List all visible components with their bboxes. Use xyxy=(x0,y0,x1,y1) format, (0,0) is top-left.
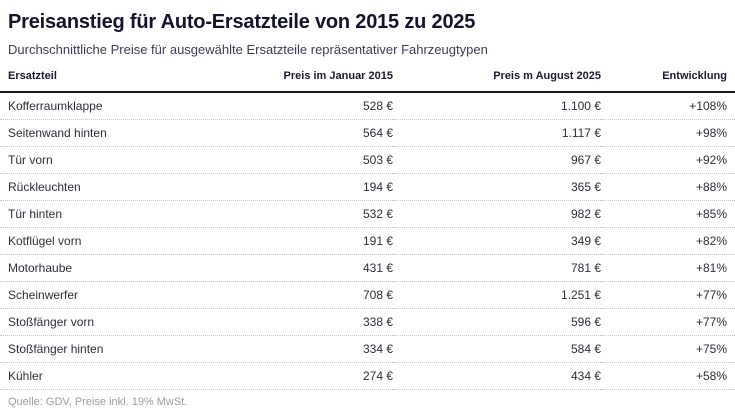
part-name-cell: Kofferraumklappe xyxy=(0,92,280,120)
column-header-ersatzteil: Ersatzteil xyxy=(0,66,280,93)
change-cell: +75% xyxy=(601,335,735,363)
table-row: Kühler 274 €434 € +58% xyxy=(0,362,735,390)
price-2015-cell: 334 € xyxy=(280,335,393,363)
price-2025-cell: 584 € xyxy=(393,335,601,363)
parts-price-table: Ersatzteil Preis im Januar 2015 Preis m … xyxy=(0,66,735,390)
price-2025-cell: 1.117 € xyxy=(393,119,601,147)
table-header-row: Ersatzteil Preis im Januar 2015 Preis m … xyxy=(0,66,735,93)
change-cell: +77% xyxy=(601,308,735,336)
price-2015-cell: 191 € xyxy=(280,227,393,255)
column-header-preis-2025: Preis m August 2025 xyxy=(393,66,601,93)
price-2025-cell: 349 € xyxy=(393,227,601,255)
part-name-cell: Motorhaube xyxy=(0,254,280,282)
change-cell: +92% xyxy=(601,146,735,174)
price-2025-cell: 982 € xyxy=(393,200,601,228)
price-2015-cell: 338 € xyxy=(280,308,393,336)
price-2015-cell: 194 € xyxy=(280,173,393,201)
price-2025-cell: 596 € xyxy=(393,308,601,336)
price-2015-cell: 564 € xyxy=(280,119,393,147)
part-name-cell: Kotflügel vorn xyxy=(0,227,280,255)
price-2025-cell: 1.251 € xyxy=(393,281,601,309)
table-row: Tür hinten 532 €982 € +85% xyxy=(0,200,735,228)
source-note: Quelle: GDV, Preise inkl. 19% MwSt. xyxy=(8,396,188,408)
part-name-cell: Tür vorn xyxy=(0,146,280,174)
table-row: Kofferraumklappe 528 €1.100 € +108% xyxy=(0,92,735,120)
price-2025-cell: 365 € xyxy=(393,173,601,201)
change-cell: +77% xyxy=(601,281,735,309)
price-2025-cell: 967 € xyxy=(393,146,601,174)
table-row: Rückleuchten 194 €365 € +88% xyxy=(0,173,735,201)
table-body: Kofferraumklappe 528 €1.100 € +108% Seitenw… xyxy=(0,92,735,390)
table-row: Tür vorn 503 €967 € +92% xyxy=(0,146,735,174)
change-cell: +81% xyxy=(601,254,735,282)
part-name-cell: Stoßfänger vorn xyxy=(0,308,280,336)
change-cell: +85% xyxy=(601,200,735,228)
part-name-cell: Tür hinten xyxy=(0,200,280,228)
price-2015-cell: 503 € xyxy=(280,146,393,174)
change-cell: +82% xyxy=(601,227,735,255)
table-row: Scheinwerfer 708 €1.251 € +77% xyxy=(0,281,735,309)
table-row: Stoßfänger vorn 338 €596 € +77% xyxy=(0,308,735,336)
table-row: Seitenwand hinten 564 €1.117 € +98% xyxy=(0,119,735,147)
price-2015-cell: 528 € xyxy=(280,92,393,120)
table-row: Kotflügel vorn 191 €349 € +82% xyxy=(0,227,735,255)
table-row: Motorhaube 431 €781 € +81% xyxy=(0,254,735,282)
part-name-cell: Rückleuchten xyxy=(0,173,280,201)
change-cell: +108% xyxy=(601,92,735,120)
price-2025-cell: 434 € xyxy=(393,362,601,390)
part-name-cell: Stoßfänger hinten xyxy=(0,335,280,363)
table-row: Stoßfänger hinten 334 €584 € +75% xyxy=(0,335,735,363)
price-2015-cell: 431 € xyxy=(280,254,393,282)
change-cell: +88% xyxy=(601,173,735,201)
part-name-cell: Scheinwerfer xyxy=(0,281,280,309)
page-subtitle: Durchschnittliche Preise für ausgewählte… xyxy=(8,42,488,57)
page-title: Preisanstieg für Auto-Ersatzteile von 20… xyxy=(8,11,476,33)
change-cell: +58% xyxy=(601,362,735,390)
column-header-entwicklung: Entwicklung xyxy=(601,66,735,93)
price-2015-cell: 274 € xyxy=(280,362,393,390)
part-name-cell: Seitenwand hinten xyxy=(0,119,280,147)
price-2025-cell: 1.100 € xyxy=(393,92,601,120)
price-2015-cell: 532 € xyxy=(280,200,393,228)
part-name-cell: Kühler xyxy=(0,362,280,390)
price-2025-cell: 781 € xyxy=(393,254,601,282)
column-header-preis-2015: Preis im Januar 2015 xyxy=(280,66,393,93)
price-2015-cell: 708 € xyxy=(280,281,393,309)
change-cell: +98% xyxy=(601,119,735,147)
